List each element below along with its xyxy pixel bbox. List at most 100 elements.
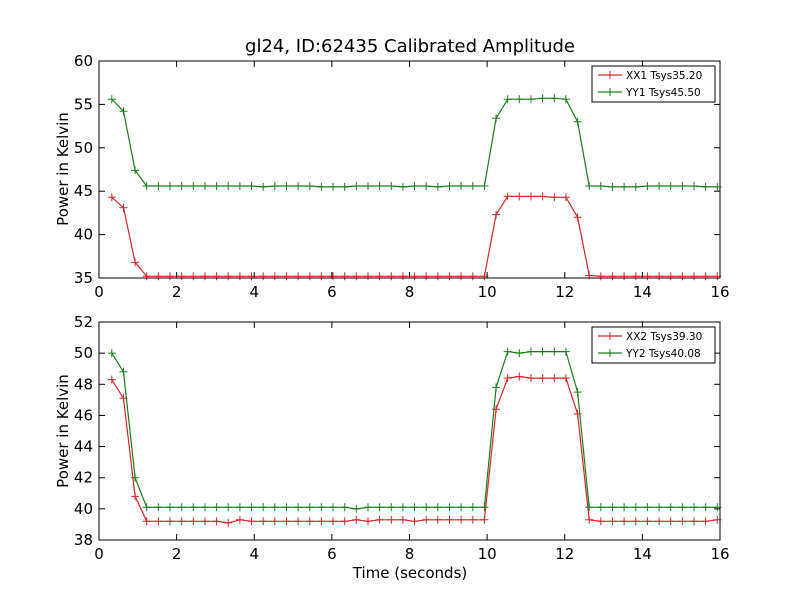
data-point-bottom-1	[596, 503, 605, 512]
data-point-bottom-1	[503, 347, 512, 356]
data-point-top-0	[608, 272, 617, 281]
y-tick-label-top: 60	[74, 52, 93, 70]
data-point-bottom-1	[107, 349, 116, 358]
data-point-bottom-0	[596, 517, 605, 526]
x-tick-label-bottom: 6	[327, 545, 337, 563]
data-point-top-0	[177, 272, 186, 281]
data-point-bottom-1	[655, 503, 664, 512]
y-tick-label-bottom: 40	[74, 500, 93, 518]
data-point-top-1	[550, 94, 559, 103]
data-point-top-1	[212, 182, 221, 190]
data-point-top-1	[561, 95, 570, 104]
data-point-top-0	[550, 193, 559, 202]
data-point-top-1	[701, 182, 710, 191]
data-point-bottom-0	[212, 517, 221, 526]
data-point-bottom-1	[620, 503, 629, 512]
x-tick-label-bottom: 10	[478, 545, 497, 563]
series-line-top-0	[111, 195, 718, 277]
data-point-bottom-0	[375, 515, 384, 524]
data-point-top-1	[468, 182, 477, 190]
data-point-top-1	[422, 182, 431, 190]
data-point-top-0	[189, 272, 198, 281]
data-point-top-0	[131, 258, 140, 267]
data-point-bottom-0	[655, 517, 664, 526]
data-point-top-0	[701, 272, 710, 281]
data-point-top-1	[131, 166, 140, 175]
data-point-bottom-0	[701, 517, 710, 526]
data-point-top-0	[329, 272, 337, 281]
data-point-bottom-1	[305, 503, 314, 512]
data-point-bottom-1	[410, 503, 419, 512]
data-point-bottom-1	[515, 349, 524, 358]
data-point-bottom-0	[678, 517, 687, 526]
data-point-top-1	[142, 182, 151, 190]
x-tick-label-top: 4	[249, 283, 259, 301]
x-tick-label-bottom: 8	[405, 545, 415, 563]
x-tick-label-bottom: 16	[710, 545, 729, 563]
data-point-bottom-0	[189, 517, 198, 526]
data-point-top-1	[352, 182, 361, 190]
data-point-top-0	[410, 272, 419, 281]
data-point-top-1	[317, 182, 326, 191]
data-point-bottom-0	[422, 515, 431, 524]
data-point-top-1	[596, 182, 605, 190]
data-point-bottom-1	[387, 503, 396, 512]
data-point-top-0	[201, 272, 209, 281]
data-point-bottom-0	[294, 517, 303, 526]
data-point-top-0	[527, 192, 535, 201]
data-point-top-0	[305, 272, 314, 281]
data-point-bottom-1	[643, 503, 652, 512]
data-point-top-0	[678, 272, 687, 281]
data-point-top-0	[515, 192, 524, 201]
data-point-top-0	[107, 193, 116, 202]
data-point-bottom-0	[107, 375, 116, 384]
data-point-bottom-0	[468, 515, 477, 524]
data-point-bottom-1	[678, 503, 687, 512]
data-point-top-0	[340, 272, 349, 281]
ylabel-top: Power in Kelvin	[54, 112, 72, 226]
data-point-top-1	[410, 182, 419, 190]
data-point-top-0	[375, 272, 384, 281]
x-tick-label-top: 0	[94, 283, 104, 301]
data-point-bottom-1	[573, 388, 582, 397]
x-tick-label-bottom: 14	[633, 545, 652, 563]
y-tick-label-top: 35	[74, 269, 93, 287]
x-tick-label-bottom: 12	[555, 545, 574, 563]
data-point-bottom-0	[620, 517, 629, 526]
legend-label-top-0: XX1 Tsys35.20	[626, 70, 702, 82]
data-point-bottom-0	[643, 517, 652, 526]
data-point-bottom-1	[375, 503, 384, 512]
data-point-bottom-1	[585, 503, 594, 512]
data-point-top-1	[119, 107, 128, 116]
data-point-top-1	[107, 95, 116, 104]
data-point-bottom-1	[294, 503, 303, 512]
figure-title: gl24, ID:62435 Calibrated Amplitude	[245, 36, 575, 57]
data-point-bottom-0	[527, 374, 535, 383]
data-point-top-1	[433, 182, 442, 191]
y-tick-label-bottom: 52	[74, 313, 93, 331]
data-point-top-1	[375, 182, 384, 190]
data-point-bottom-1	[457, 503, 466, 512]
data-point-top-1	[573, 117, 582, 126]
data-point-top-0	[468, 272, 477, 281]
data-point-bottom-1	[364, 503, 372, 512]
data-point-bottom-0	[480, 515, 489, 524]
data-point-bottom-1	[131, 473, 140, 482]
data-point-top-1	[270, 182, 279, 190]
data-point-top-1	[398, 182, 407, 191]
data-point-top-0	[212, 272, 221, 281]
data-point-bottom-1	[666, 503, 675, 512]
x-tick-label-top: 16	[710, 283, 729, 301]
y-tick-label-bottom: 46	[74, 406, 93, 424]
legend-label-bottom-0: XX2 Tsys39.30	[626, 331, 702, 343]
data-point-bottom-0	[550, 374, 559, 383]
data-point-bottom-1	[235, 503, 244, 512]
data-point-bottom-0	[608, 517, 617, 526]
data-point-bottom-1	[259, 503, 268, 512]
data-point-top-0	[154, 272, 163, 281]
data-point-bottom-1	[433, 503, 442, 512]
data-point-top-1	[527, 95, 535, 104]
x-tick-label-top: 2	[172, 283, 182, 301]
